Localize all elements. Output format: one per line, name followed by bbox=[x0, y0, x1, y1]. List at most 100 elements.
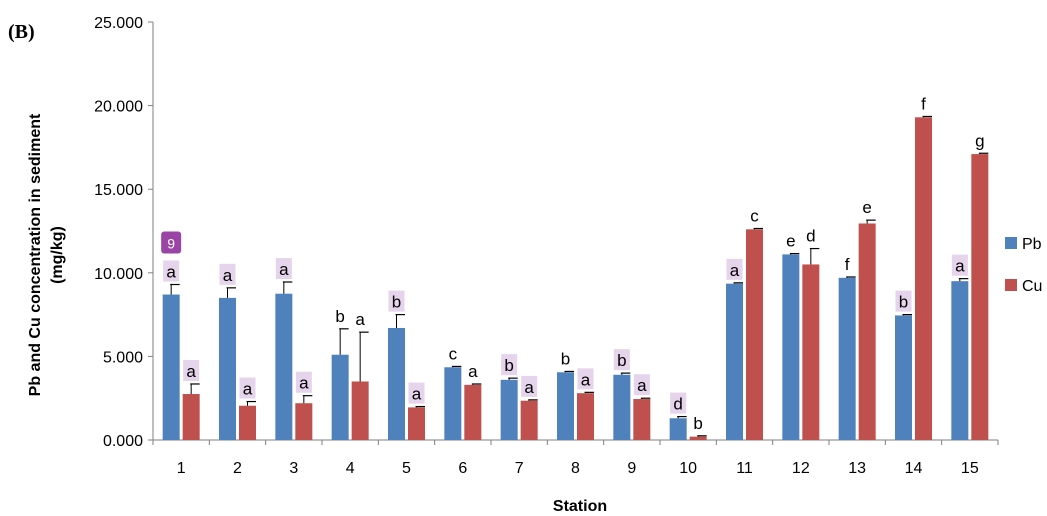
significance-highlight bbox=[670, 392, 687, 414]
bar-pb bbox=[557, 372, 574, 440]
x-tick-label: 9 bbox=[627, 460, 636, 477]
x-tick-label: 2 bbox=[233, 460, 242, 477]
significance-label: d bbox=[673, 395, 682, 414]
significance-highlight bbox=[501, 354, 518, 376]
y-tick-label: 15.000 bbox=[94, 182, 143, 199]
significance-label: a bbox=[279, 260, 289, 279]
significance-label: e bbox=[862, 198, 871, 217]
significance-label: c bbox=[449, 344, 458, 363]
bar-pb bbox=[838, 277, 856, 440]
panel-label: (B) bbox=[8, 21, 35, 43]
significance-highlight bbox=[633, 374, 650, 396]
annotation-badge-label: 9 bbox=[167, 236, 175, 252]
significance-highlight bbox=[183, 359, 200, 381]
bar-cu bbox=[408, 407, 425, 440]
legend-swatch-cu bbox=[1005, 279, 1017, 291]
y-tick-label: 25.000 bbox=[94, 15, 143, 32]
bar-pb bbox=[275, 293, 293, 440]
significance-highlight bbox=[275, 257, 292, 279]
bar-cu bbox=[295, 403, 313, 440]
bar-pb bbox=[669, 418, 687, 440]
bar-pb bbox=[162, 294, 180, 440]
significance-label: b bbox=[335, 307, 344, 326]
significance-label: b bbox=[561, 349, 570, 368]
significance-highlight bbox=[521, 375, 538, 397]
significance-label: a bbox=[524, 378, 534, 397]
bar-cu bbox=[915, 117, 932, 440]
bar-pb bbox=[388, 327, 405, 440]
significance-highlight bbox=[577, 368, 594, 390]
bar-cu bbox=[858, 223, 876, 440]
x-axis-title: Station bbox=[553, 498, 607, 515]
significance-label: a bbox=[223, 266, 233, 285]
x-tick-label: 14 bbox=[905, 460, 923, 477]
significance-highlight bbox=[613, 349, 630, 371]
y-tick-label: 20.000 bbox=[94, 99, 143, 116]
significance-label: a bbox=[730, 261, 740, 280]
significance-highlight bbox=[219, 263, 236, 285]
legend-label-cu: Cu bbox=[1022, 278, 1042, 295]
x-tick-label: 15 bbox=[961, 460, 979, 477]
bar-cu bbox=[971, 154, 989, 440]
bar-pb bbox=[782, 254, 800, 440]
bar-cu bbox=[182, 394, 200, 440]
significance-highlight bbox=[951, 254, 968, 276]
x-tick-label: 3 bbox=[289, 460, 298, 477]
bar-pb bbox=[444, 367, 462, 440]
bar-pb bbox=[613, 374, 631, 440]
significance-label: b bbox=[693, 414, 702, 433]
significance-label: g bbox=[975, 131, 984, 150]
significance-highlight bbox=[388, 290, 405, 312]
significance-label: d bbox=[806, 227, 815, 246]
significance-highlight bbox=[239, 377, 256, 399]
x-tick-label: 11 bbox=[736, 460, 753, 477]
y-axis-title-unit: (mg/kg) bbox=[49, 226, 66, 284]
legend-label-pb: Pb bbox=[1022, 236, 1042, 253]
significance-label: e bbox=[786, 232, 795, 251]
x-tick-label: 5 bbox=[402, 460, 411, 477]
bar-cu bbox=[351, 381, 369, 440]
bar-cu bbox=[802, 264, 820, 440]
significance-label: b bbox=[617, 351, 626, 370]
bar-pb bbox=[331, 354, 349, 440]
bar-cu bbox=[689, 436, 707, 440]
y-tick-label: 5.000 bbox=[103, 349, 143, 366]
significance-highlight bbox=[895, 290, 912, 312]
y-axis-title-line1: Pb and Cu concentration in sediment bbox=[27, 113, 44, 396]
y-axis-title: Pb and Cu concentration in sediment (mg/… bbox=[27, 113, 66, 396]
significance-label: b bbox=[392, 293, 401, 312]
y-tick-label: 0.000 bbox=[103, 433, 143, 450]
bar-cu bbox=[520, 400, 538, 440]
significance-label: a bbox=[955, 257, 965, 276]
x-tick-label: 10 bbox=[679, 460, 697, 477]
significance-label: a bbox=[166, 263, 176, 282]
x-tick-label: 7 bbox=[515, 460, 524, 477]
bar-pb bbox=[895, 315, 912, 440]
y-tick-label: 10.000 bbox=[94, 266, 143, 283]
significance-label: f bbox=[845, 255, 850, 274]
legend: Pb Cu bbox=[1005, 236, 1042, 295]
bar-pb bbox=[951, 281, 969, 440]
bar-pb bbox=[219, 297, 236, 440]
bar-cu bbox=[577, 393, 594, 440]
annotation-badge bbox=[161, 231, 182, 254]
x-tick-label: 1 bbox=[177, 460, 186, 477]
x-tick-label: 12 bbox=[792, 460, 810, 477]
x-tick-label: 13 bbox=[848, 460, 866, 477]
significance-label: c bbox=[750, 206, 759, 225]
significance-label: a bbox=[186, 362, 196, 381]
bar-cu bbox=[633, 399, 651, 440]
significance-label: a bbox=[581, 370, 591, 389]
significance-label: a bbox=[355, 310, 365, 329]
legend-swatch-pb bbox=[1005, 237, 1017, 249]
x-tick-label: 6 bbox=[458, 460, 467, 477]
bar-pb bbox=[726, 283, 743, 440]
significance-label: a bbox=[243, 380, 253, 399]
significance-label: b bbox=[504, 356, 513, 375]
significance-highlight bbox=[163, 260, 180, 282]
significance-highlight bbox=[408, 382, 425, 404]
bar-cu bbox=[746, 229, 763, 440]
bar-pb bbox=[500, 379, 518, 440]
